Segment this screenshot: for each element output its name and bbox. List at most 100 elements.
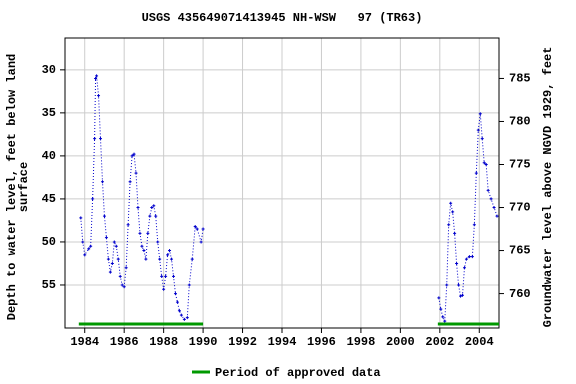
y2-tick-label: 760 — [509, 287, 531, 301]
data-point — [160, 274, 164, 278]
data-point — [104, 236, 108, 240]
data-point — [445, 283, 449, 287]
data-point — [476, 128, 480, 132]
data-point — [173, 292, 177, 296]
y-axis-label: surface — [17, 162, 31, 212]
plot-frame — [64, 37, 500, 329]
data-point — [484, 162, 488, 166]
data-point — [134, 171, 138, 175]
data-point — [83, 253, 87, 257]
data-point — [470, 255, 474, 259]
data-point — [108, 270, 112, 274]
data-point — [142, 249, 146, 253]
data-point — [201, 227, 205, 231]
data-point — [464, 257, 468, 261]
x-tick-label: 1984 — [70, 335, 99, 349]
data-point — [156, 240, 160, 244]
data-point — [482, 161, 486, 165]
data-point — [97, 94, 101, 98]
data-point — [99, 137, 103, 141]
data-point — [170, 257, 174, 261]
data-point — [486, 188, 490, 192]
y-axis-label: Depth to water level, feet below land — [5, 54, 19, 320]
y2-tick-label: 770 — [509, 201, 531, 215]
data-point — [172, 274, 175, 278]
data-point — [132, 152, 136, 156]
data-point — [102, 214, 106, 218]
y-tick-label: 50 — [42, 235, 56, 249]
data-point — [164, 274, 168, 278]
data-point — [492, 206, 496, 210]
data-point — [451, 210, 455, 214]
data-point — [447, 223, 451, 227]
data-point — [148, 214, 152, 218]
data-point — [443, 319, 447, 323]
data-point — [106, 257, 110, 261]
data-point — [179, 313, 183, 317]
data-point — [146, 231, 150, 235]
data-point — [461, 293, 465, 297]
data-point — [439, 307, 443, 311]
data-point — [114, 244, 118, 248]
data-point — [474, 171, 478, 175]
data-point — [87, 247, 91, 251]
data-point — [136, 206, 140, 210]
legend-label: Period of approved data — [215, 366, 381, 380]
data-point — [110, 261, 114, 265]
data-point — [437, 296, 441, 300]
data-point — [116, 257, 120, 261]
data-point — [154, 214, 158, 218]
data-point — [472, 223, 476, 227]
data-point — [94, 76, 98, 80]
data-point — [185, 316, 189, 320]
data-point — [91, 197, 95, 201]
y2-tick-label: 765 — [509, 244, 531, 258]
y-tick-label: 30 — [42, 63, 56, 77]
data-point — [150, 206, 154, 210]
x-tick-label: 2000 — [386, 335, 415, 349]
data-point — [168, 249, 172, 253]
x-tick-label: 2004 — [465, 335, 494, 349]
data-point — [124, 266, 128, 270]
y-tick-label: 35 — [42, 106, 56, 120]
data-point — [118, 274, 122, 278]
data-point — [449, 201, 453, 205]
data-point — [162, 287, 166, 291]
data-point — [467, 255, 471, 259]
data-point — [89, 244, 93, 248]
data-point — [199, 240, 203, 244]
data-point — [441, 315, 445, 319]
data-point — [187, 283, 191, 287]
data-point — [495, 214, 499, 218]
x-tick-label: 2002 — [425, 335, 454, 349]
data-point — [190, 257, 194, 261]
data-point — [138, 231, 142, 235]
x-tick-label: 1986 — [110, 335, 139, 349]
data-point — [152, 204, 156, 208]
data-point — [453, 231, 457, 235]
data-point — [459, 294, 463, 298]
data-point — [79, 216, 83, 220]
data-point — [193, 224, 197, 228]
data-point — [166, 253, 170, 257]
y-tick-label: 55 — [42, 278, 56, 292]
data-point — [112, 240, 116, 244]
y2-tick-label: 775 — [509, 158, 531, 172]
x-tick-label: 1994 — [268, 335, 297, 349]
data-point — [175, 300, 179, 304]
data-point — [130, 154, 134, 158]
data-point — [480, 137, 484, 141]
data-point — [81, 240, 85, 244]
x-tick-label: 1992 — [228, 335, 257, 349]
x-tick-label: 1998 — [347, 335, 376, 349]
data-point — [144, 257, 148, 261]
data-point — [122, 285, 126, 289]
x-tick-label: 1990 — [189, 335, 218, 349]
x-tick-label: 1996 — [307, 335, 336, 349]
y2-tick-label: 780 — [509, 115, 531, 129]
chart-title: USGS 435649071413945 NH-WSW 97 (TR63) — [142, 11, 423, 25]
y-tick-label: 45 — [42, 192, 56, 206]
data-point — [100, 180, 104, 184]
